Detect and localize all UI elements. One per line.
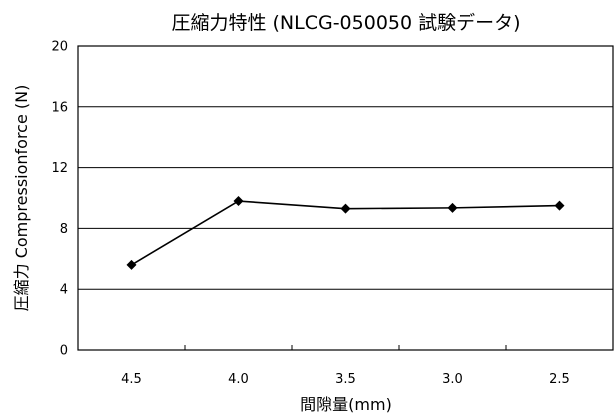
x-tick-label: 2.5	[549, 372, 570, 387]
x-tick-label: 4.5	[121, 372, 142, 387]
y-tick-label: 4	[60, 283, 68, 298]
gridlines	[78, 106, 613, 290]
data-point-2.5	[554, 200, 565, 211]
y-tick-labels: 0 4 8 12 16 20	[51, 40, 68, 359]
x-tick-labels: 4.5 4.0 3.5 3.0 2.5	[121, 345, 570, 387]
y-axis-label: 圧縮力 Compressionforce (N)	[12, 85, 31, 312]
data-point-4.0	[233, 196, 244, 207]
y-tick-label: 0	[60, 344, 68, 359]
data-point-3.0	[447, 202, 458, 213]
y-tick-label: 20	[51, 40, 68, 55]
data-series	[126, 196, 565, 270]
x-axis-label: 間隙量(mm)	[300, 395, 392, 414]
data-point-3.5	[340, 203, 351, 214]
chart-title: 圧縮力特性 (NLCG-050050 試験データ)	[171, 12, 520, 34]
y-tick-label: 16	[51, 100, 68, 115]
plot-area-border	[77, 45, 614, 351]
x-tick-label: 4.0	[228, 372, 249, 387]
x-tick-label: 3.0	[442, 372, 463, 387]
y-tick-label: 12	[51, 161, 68, 176]
data-point-4.5	[126, 259, 137, 270]
y-tick-label: 8	[60, 222, 68, 237]
x-tick-label: 3.5	[335, 372, 356, 387]
